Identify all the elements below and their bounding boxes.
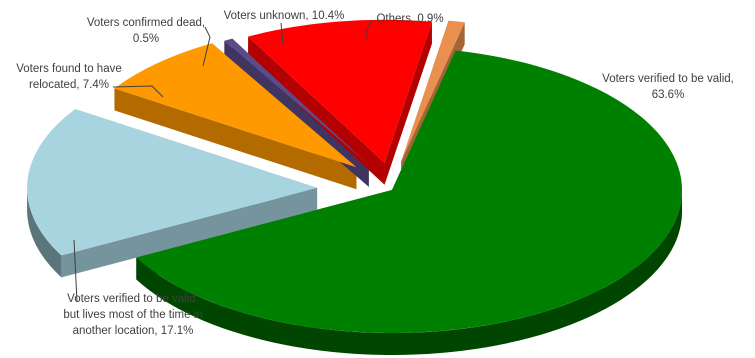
pie-slice-voters-verified-to-be-valid-but-lives-most-of-the-time-in-another-location-wall	[27, 187, 62, 278]
pie-slice-voters-verified-to-be-valid-but-lives-most-of-the-time-in-another-location	[27, 109, 318, 256]
data-label-voters-verified-to-be-valid-but-lives-most-of-the-time-in-another-location-line: but lives most of the time in	[63, 309, 202, 321]
data-label-others-leader	[366, 19, 373, 40]
data-labels: Voters verified to be valid, 63.6%Voters …	[16, 10, 734, 337]
data-label-voters-confirmed-dead-line: 0.5%	[133, 33, 159, 45]
data-label-voters-confirmed-dead: Voters confirmed dead, 0.5%	[87, 17, 205, 45]
pie-slice-voters-verified-to-be-valid	[136, 50, 682, 334]
data-label-voters-verified-to-be-valid-line: 63.6%	[652, 89, 685, 101]
pie-slice-voters-verified-to-be-valid-wall	[136, 190, 682, 355]
data-label-voters-found-to-have-relocated-line: Voters found to have	[16, 63, 122, 75]
data-label-voters-found-to-have-relocated: Voters found to have relocated, 7.4%	[16, 63, 122, 91]
pie-slice-voters-unknown-side	[384, 21, 432, 185]
data-label-voters-unknown-leader	[280, 22, 284, 45]
data-label-others-line: Others, 0.9%	[376, 13, 443, 25]
pie-slice-others	[401, 20, 465, 162]
data-label-voters-unknown-line: Voters unknown, 10.4%	[224, 10, 345, 22]
data-label-voters-verified-to-be-valid-but-lives-most-of-the-time-in-another-location-line: another location, 17.1%	[73, 325, 194, 337]
pie-slice-voters-found-to-have-relocated-side	[114, 88, 357, 190]
pie-slice-voters-unknown	[248, 19, 432, 163]
data-label-voters-found-to-have-relocated-leader	[112, 85, 164, 98]
pie-slice-voters-found-to-have-relocated	[114, 43, 357, 168]
pie-slice-voters-confirmed-dead	[224, 38, 369, 165]
data-label-voters-confirmed-dead-line: Voters confirmed dead,	[87, 17, 205, 29]
slice-tops	[27, 19, 682, 334]
data-label-voters-verified-to-be-valid: Voters verified to be valid, 63.6%	[602, 73, 734, 101]
data-label-voters-confirmed-dead-leader	[202, 26, 211, 67]
data-label-others: Others, 0.9%	[376, 13, 443, 25]
data-label-voters-verified-to-be-valid-but-lives-most-of-the-time-in-another-location-line: Voters verified to be valid,	[67, 293, 199, 305]
data-label-voters-verified-to-be-valid-but-lives-most-of-the-time-in-another-location: Voters verified to be valid, but lives mo…	[63, 293, 202, 337]
pie-slice-voters-unknown-side	[248, 36, 385, 185]
data-label-voters-found-to-have-relocated-line: relocated, 7.4%	[29, 79, 109, 91]
data-label-voters-verified-to-be-valid-line: Voters verified to be valid,	[602, 73, 734, 85]
pie-slice-voters-verified-to-be-valid-but-lives-most-of-the-time-in-another-location-side	[61, 187, 318, 278]
data-label-voters-verified-to-be-valid-but-lives-most-of-the-time-in-another-location-leader	[73, 239, 78, 303]
data-label-voters-unknown: Voters unknown, 10.4%	[224, 10, 345, 22]
